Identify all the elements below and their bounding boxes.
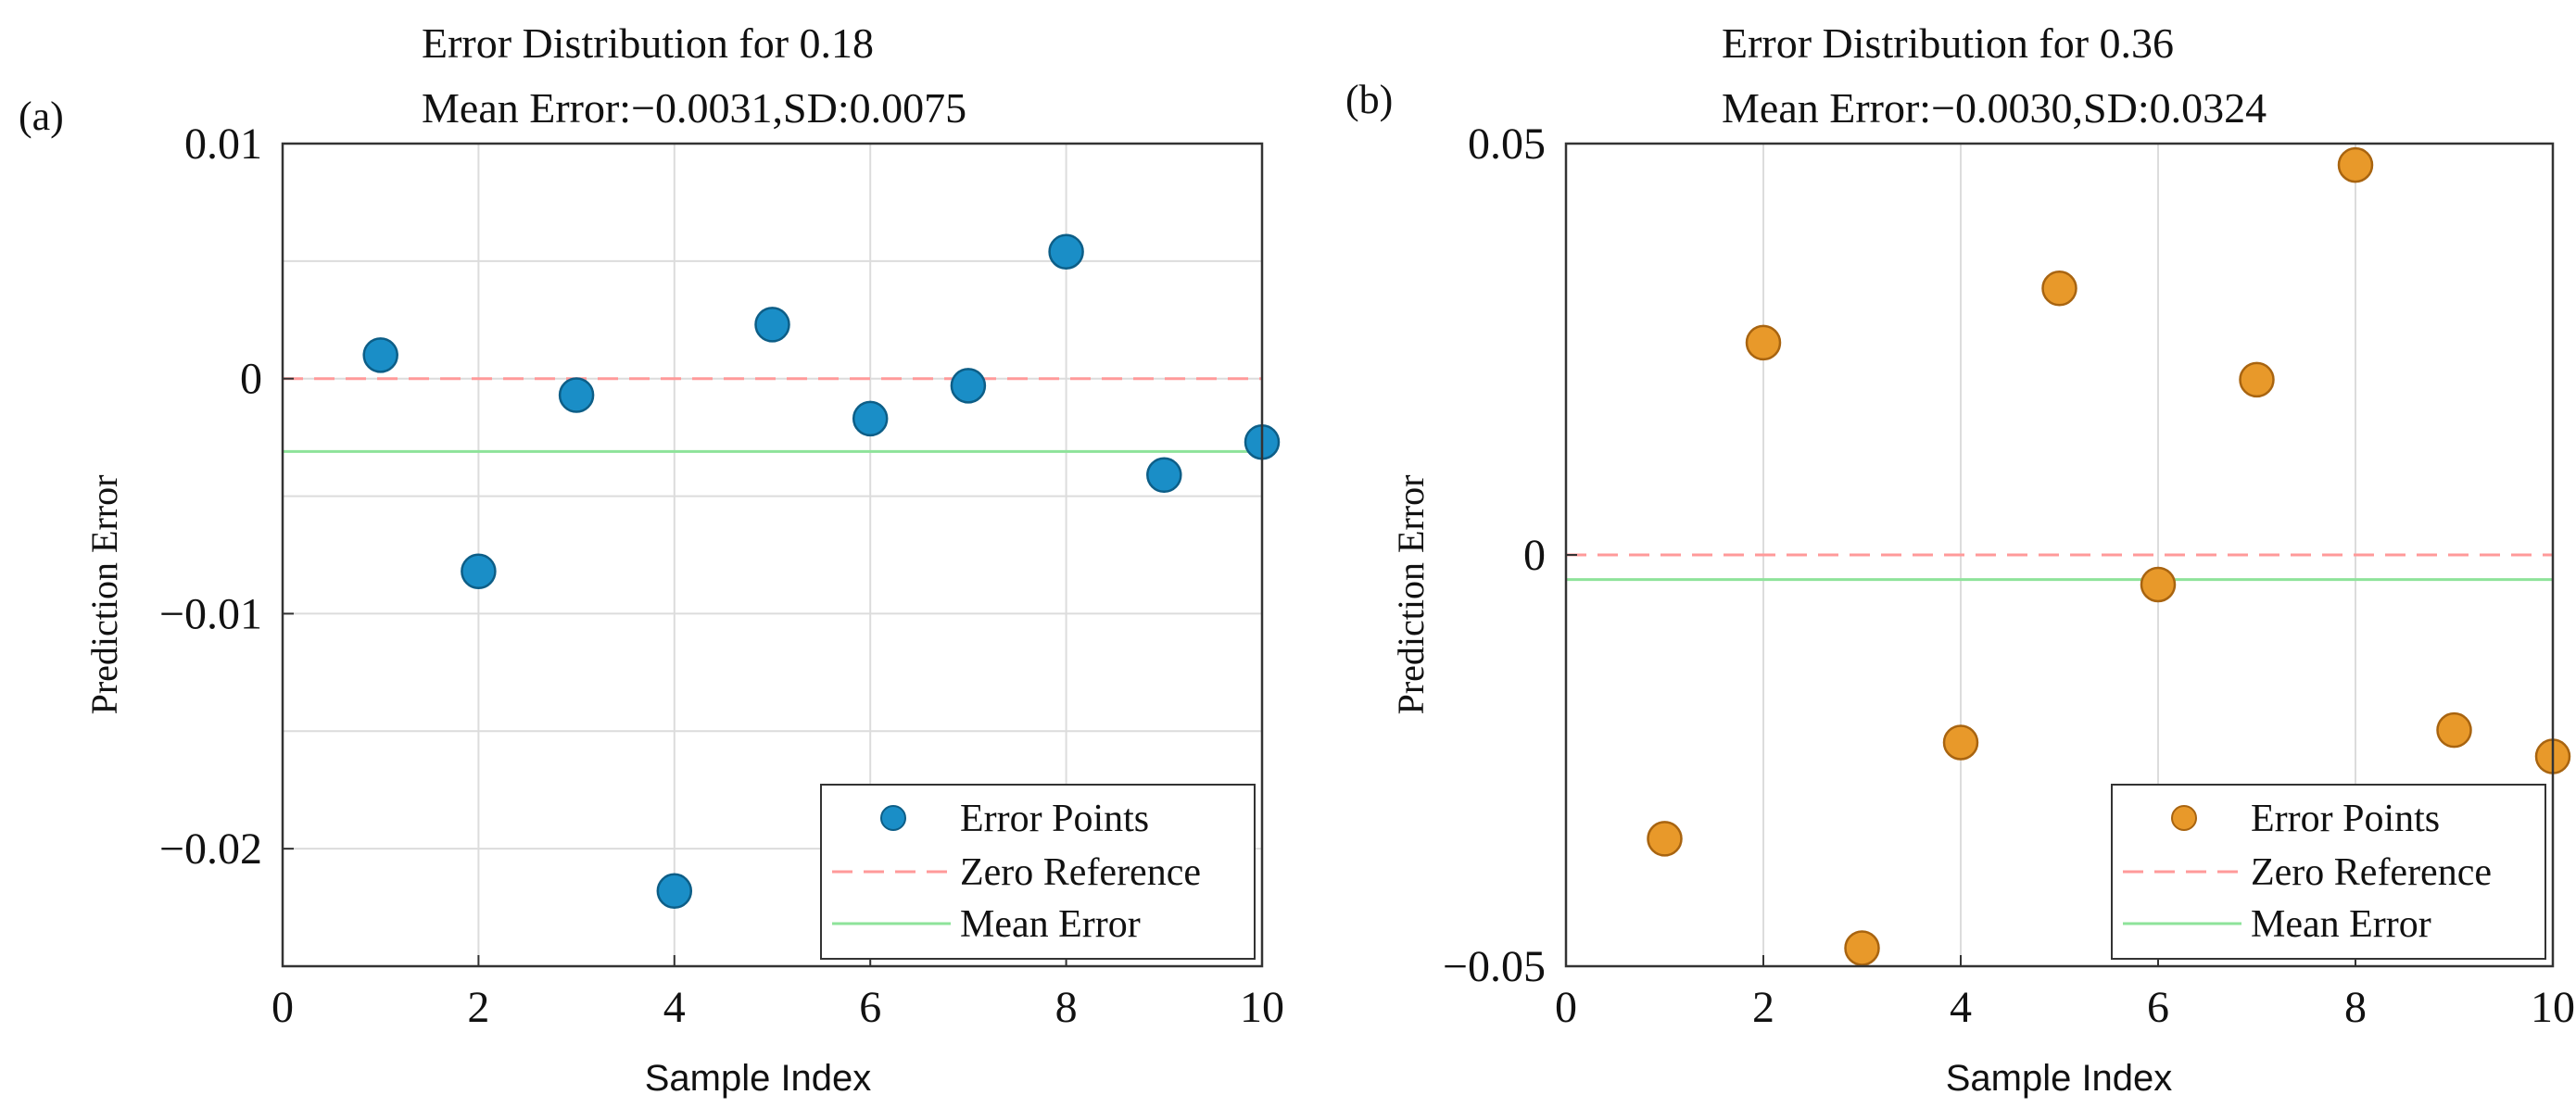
y-tick-label: −0.05 [1443,942,1546,991]
error-point [558,377,595,413]
x-tick-label: 2 [467,983,489,1032]
legend-entry: Mean Error [960,903,1141,946]
error-point [1745,324,1782,361]
error-point [1647,821,1683,857]
x-tick-label: 10 [2531,983,2575,1032]
axes-frame [281,142,1264,968]
x-tick-label: 6 [859,983,881,1032]
error-point [1146,457,1182,493]
y-tick-label: 0 [1523,531,1546,580]
error-point [656,873,693,910]
legend-entry: Zero Reference [960,851,1201,894]
chart-title-line1: Error Distribution for 0.18 [422,19,874,67]
y-axis-label: Prediction Error [1390,475,1432,715]
chart-panel-a: (a) Error Distribution for 0.18 Mean Err… [19,19,1284,1099]
chart-title-line1: Error Distribution for 0.36 [1722,19,2174,67]
error-point [461,553,497,590]
error-point [852,400,889,437]
legend: Error Points Zero Reference Mean Error [820,784,1256,960]
x-tick-label: 2 [1752,983,1774,1032]
legend: Error Points Zero Reference Mean Error [2111,784,2546,960]
chart-panel-b: (b) Error Distribution for 0.36 Mean Err… [1345,19,2575,1099]
legend-entry: Mean Error [2251,903,2431,946]
panel-label: (b) [1345,77,1393,122]
x-tick-label: 8 [2344,983,2367,1032]
chart-title-line2: Mean Error:−0.0030,SD:0.0324 [1722,84,2267,132]
error-point [362,337,398,373]
error-point [950,368,987,404]
error-point [2239,361,2275,398]
axes-frame [1564,142,2555,968]
error-point [1844,930,1880,966]
x-axis-label: Sample Index [645,1058,872,1099]
x-tick-label: 4 [663,983,686,1032]
legend-entry: Error Points [960,798,1149,840]
y-tick-label: 0.05 [1468,120,1546,169]
legend-marker-points [2171,805,2197,831]
y-tick-label: 0.01 [184,120,262,169]
legend-marker-points [880,805,906,831]
error-point [2041,271,2077,307]
y-tick-label: 0 [240,355,262,404]
x-tick-label: 0 [271,983,294,1032]
error-point [2436,711,2472,749]
x-tick-label: 8 [1055,983,1078,1032]
y-tick-label: −0.02 [159,824,262,874]
y-axis-label: Prediction Error [83,475,125,715]
chart-title-line2: Mean Error:−0.0031,SD:0.0075 [422,84,966,132]
x-axis-label: Sample Index [1946,1058,2173,1099]
error-point [754,307,790,343]
error-point [1942,724,1979,761]
x-tick-label: 0 [1555,983,1577,1032]
x-tick-label: 6 [2147,983,2169,1032]
y-tick-label: −0.01 [159,589,262,638]
error-point [2140,566,2177,603]
panel-label: (a) [19,94,64,139]
legend-entry: Zero Reference [2251,851,2492,894]
error-point [2337,146,2374,183]
x-tick-label: 4 [1950,983,1972,1032]
legend-entry: Error Points [2251,798,2440,840]
x-tick-label: 10 [1240,983,1284,1032]
error-point [1048,233,1084,270]
